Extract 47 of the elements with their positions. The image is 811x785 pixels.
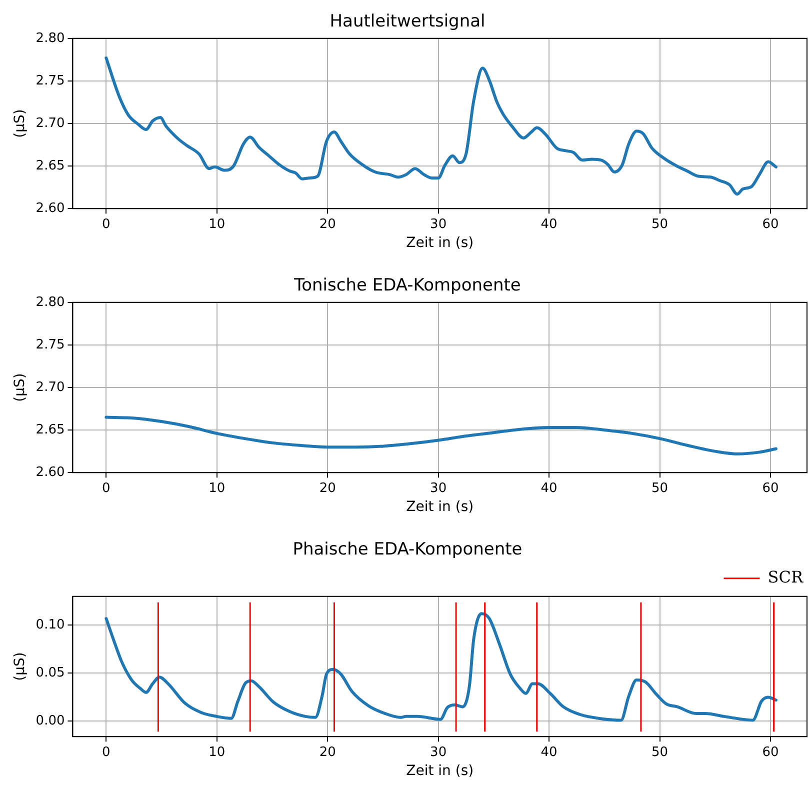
x-tick-label: 20: [319, 480, 336, 496]
x-tick-label: 50: [651, 480, 668, 496]
legend-label: SCR: [768, 568, 804, 587]
chart-title: Phaische EDA-Komponente: [292, 540, 522, 560]
y-tick-label: 2.60: [36, 200, 65, 216]
y-tick-label: 0.00: [36, 714, 65, 729]
x-tick-label: 10: [208, 480, 226, 496]
y-tick-label: 2.75: [36, 337, 65, 352]
line-series: [104, 416, 778, 456]
x-tick-label: 0: [102, 744, 110, 760]
x-tick-label: 30: [430, 216, 447, 232]
x-tick-label: 60: [762, 216, 779, 232]
line-series: [104, 612, 778, 722]
x-tick-label: 40: [540, 480, 558, 496]
x-tick-label: 60: [762, 744, 779, 760]
x-tick-label: 40: [540, 216, 558, 232]
chart-title: Hautleitwertsignal: [330, 12, 486, 32]
x-tick-label: 0: [102, 216, 110, 232]
x-tick-label: 60: [762, 480, 779, 496]
y-tick-label: 2.80: [36, 30, 65, 46]
y-tick-label: 2.80: [36, 294, 65, 310]
y-axis-title: (μS): [12, 109, 28, 138]
x-tick-label: 40: [540, 744, 558, 760]
y-tick-label: 2.65: [36, 158, 65, 174]
x-tick-label: 20: [319, 744, 336, 760]
x-tick-label: 20: [319, 216, 336, 232]
line-series: [104, 56, 778, 196]
y-axis-title: (μS): [12, 652, 28, 681]
x-tick-label: 50: [651, 216, 668, 232]
x-tick-label: 30: [430, 480, 447, 496]
y-tick-label: 2.75: [36, 73, 65, 88]
x-tick-label: 30: [430, 744, 447, 760]
y-tick-label: 2.60: [36, 464, 65, 480]
x-tick-label: 10: [208, 216, 226, 232]
y-tick-label: 2.65: [36, 422, 65, 438]
y-tick-label: 0.10: [36, 618, 65, 633]
x-axis-title: Zeit in (s): [406, 763, 474, 780]
x-tick-label: 0: [102, 480, 110, 496]
x-axis-title: Zeit in (s): [406, 235, 474, 252]
x-tick-label: 10: [208, 744, 226, 760]
x-axis-title: Zeit in (s): [406, 499, 474, 516]
y-tick-label: 2.70: [36, 380, 65, 395]
chart-title: Tonische EDA-Komponente: [293, 276, 521, 296]
y-tick-label: 0.05: [36, 666, 65, 681]
y-axis-title: (μS): [12, 373, 28, 402]
y-tick-label: 2.70: [36, 116, 65, 131]
x-tick-label: 50: [651, 744, 668, 760]
